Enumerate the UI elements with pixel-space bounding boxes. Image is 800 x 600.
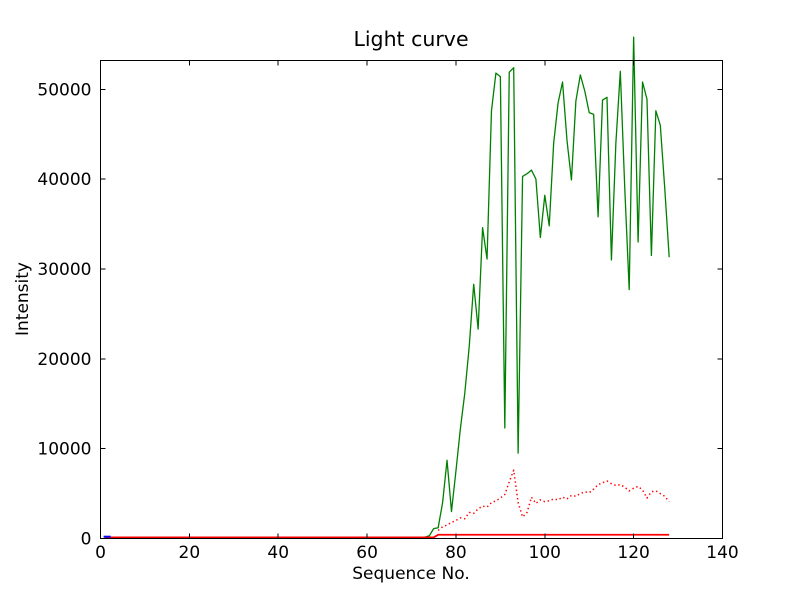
x-tick-label: 80 [445, 543, 467, 563]
x-tick-label: 20 [179, 543, 201, 563]
chart-title: Light curve [353, 27, 469, 51]
y-tick-label: 20000 [37, 350, 91, 370]
y-tick-label: 0 [81, 530, 92, 550]
axes-spines [100, 60, 723, 539]
x-tick-label: 100 [529, 543, 561, 563]
x-axis-label: Sequence No. [352, 564, 470, 584]
x-tick-label: 60 [356, 543, 378, 563]
x-tick-label: 140 [706, 543, 738, 563]
y-tick-label: 10000 [37, 440, 91, 460]
x-tick-label: 0 [95, 543, 106, 563]
series-red-dotted-comparison [437, 469, 670, 531]
x-tick-label: 120 [617, 543, 649, 563]
y-tick-label: 30000 [37, 260, 91, 280]
tick-marks [100, 60, 723, 539]
y-tick-label: 40000 [37, 170, 91, 190]
series-green-solid-main-lightcurve [104, 36, 670, 539]
tick-labels: 0 20 40 60 80 100 120 140 0 10000 20000 30000 40000 5… [37, 80, 738, 563]
series-group [103, 36, 670, 539]
y-tick-label: 50000 [37, 80, 91, 100]
y-axis-label: Intensity [13, 262, 33, 336]
x-tick-label: 40 [267, 543, 289, 563]
series-red-solid-baseline [104, 533, 670, 539]
